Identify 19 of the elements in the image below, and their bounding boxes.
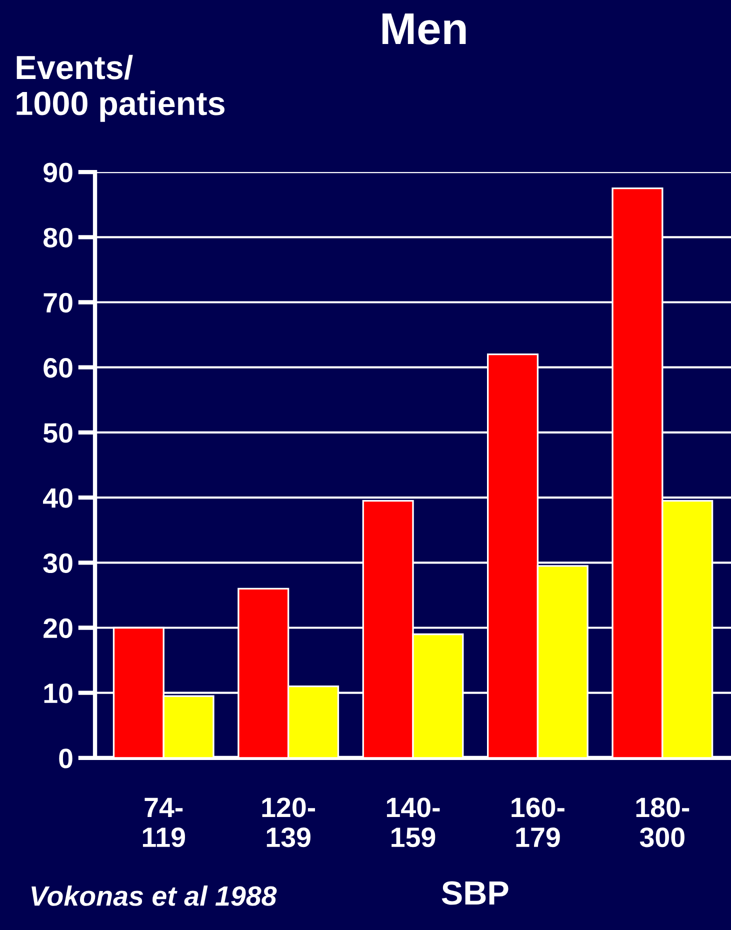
x-tick-label: 140- 159 — [386, 798, 440, 848]
y-tick-label: 80 — [43, 228, 72, 248]
x-tick-label: 74- 119 — [142, 798, 185, 848]
y-tick-label: 50 — [43, 423, 72, 443]
y-axis-title: Events/ 1000 patients — [16, 54, 224, 122]
y-tick-label: 30 — [43, 553, 72, 574]
text: Vokonas et al 1988 — [32, 886, 277, 906]
x-tick-label: 160- 179 — [512, 798, 564, 848]
y-tick-label: 70 — [44, 292, 72, 313]
y-tick-label: 60 — [44, 358, 72, 378]
chart-title: Men — [382, 13, 466, 44]
y-tick-label: 20 — [44, 618, 72, 638]
y-tick-label: 0 — [59, 748, 72, 768]
x-tick-label: 180- 300 — [636, 798, 690, 848]
x-axis-title: SBP — [442, 881, 508, 905]
y-tick-label: 90 — [44, 162, 72, 182]
x-tick-label: 120- 139 — [262, 798, 316, 848]
y-tick-label: 40 — [43, 488, 72, 508]
y-tick-label: 10 — [44, 684, 72, 704]
